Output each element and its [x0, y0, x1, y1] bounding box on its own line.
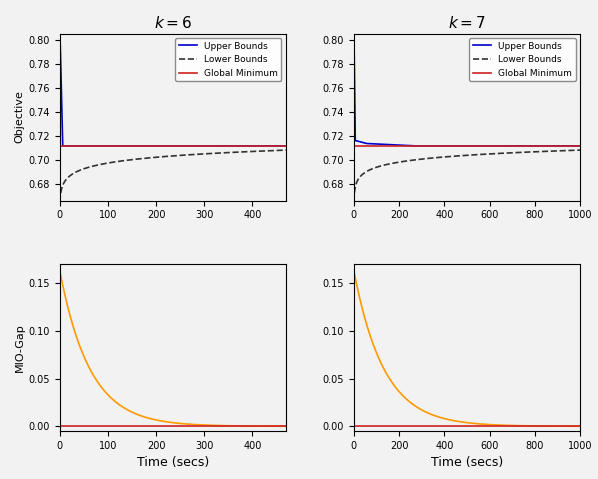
- Upper Bounds: [548, 143, 555, 149]
- Global Minimum: [350, 143, 358, 149]
- Lower Bounds: [278, 148, 285, 153]
- Line: Upper Bounds: Upper Bounds: [354, 46, 580, 146]
- Global Minimum: [56, 143, 63, 149]
- Legend: Upper Bounds, Lower Bounds, Global Minimum: Upper Bounds, Lower Bounds, Global Minim…: [469, 38, 575, 81]
- Global Minimum: [57, 143, 64, 149]
- Legend: Upper Bounds, Lower Bounds, Global Minimum: Upper Bounds, Lower Bounds, Global Minim…: [175, 38, 282, 81]
- Lower Bounds: [96, 162, 103, 168]
- Lower Bounds: [152, 154, 160, 160]
- Upper Bounds: [59, 143, 66, 149]
- Lower Bounds: [447, 154, 454, 160]
- Upper Bounds: [376, 141, 383, 147]
- Y-axis label: MIO-Gap: MIO-Gap: [14, 323, 25, 372]
- Title: $k = 6$: $k = 6$: [154, 15, 192, 31]
- Upper Bounds: [143, 143, 150, 149]
- Title: $k = 7$: $k = 7$: [448, 15, 486, 31]
- X-axis label: Time (secs): Time (secs): [137, 456, 209, 469]
- Line: Upper Bounds: Upper Bounds: [60, 46, 286, 146]
- Upper Bounds: [437, 143, 444, 149]
- Line: Lower Bounds: Lower Bounds: [60, 150, 286, 202]
- Line: Lower Bounds: Lower Bounds: [354, 150, 580, 202]
- Lower Bounds: [548, 148, 555, 154]
- Lower Bounds: [143, 155, 150, 161]
- Lower Bounds: [437, 154, 444, 160]
- Upper Bounds: [350, 43, 358, 48]
- Global Minimum: [350, 143, 358, 149]
- Upper Bounds: [153, 143, 160, 149]
- Upper Bounds: [254, 143, 261, 149]
- Upper Bounds: [576, 143, 584, 149]
- Upper Bounds: [389, 142, 396, 148]
- Lower Bounds: [572, 148, 579, 153]
- Lower Bounds: [350, 199, 358, 205]
- Lower Bounds: [376, 163, 383, 169]
- Y-axis label: Objective: Objective: [14, 91, 25, 144]
- Lower Bounds: [254, 148, 261, 154]
- Upper Bounds: [410, 143, 417, 149]
- Upper Bounds: [282, 143, 289, 149]
- Upper Bounds: [96, 143, 103, 149]
- Lower Bounds: [56, 199, 63, 205]
- Upper Bounds: [447, 143, 454, 149]
- Lower Bounds: [576, 147, 584, 153]
- Upper Bounds: [278, 143, 285, 149]
- Lower Bounds: [389, 160, 396, 166]
- Upper Bounds: [82, 143, 89, 149]
- Upper Bounds: [572, 143, 579, 149]
- Upper Bounds: [56, 43, 63, 48]
- X-axis label: Time (secs): Time (secs): [431, 456, 503, 469]
- Lower Bounds: [82, 165, 89, 171]
- Lower Bounds: [282, 147, 289, 153]
